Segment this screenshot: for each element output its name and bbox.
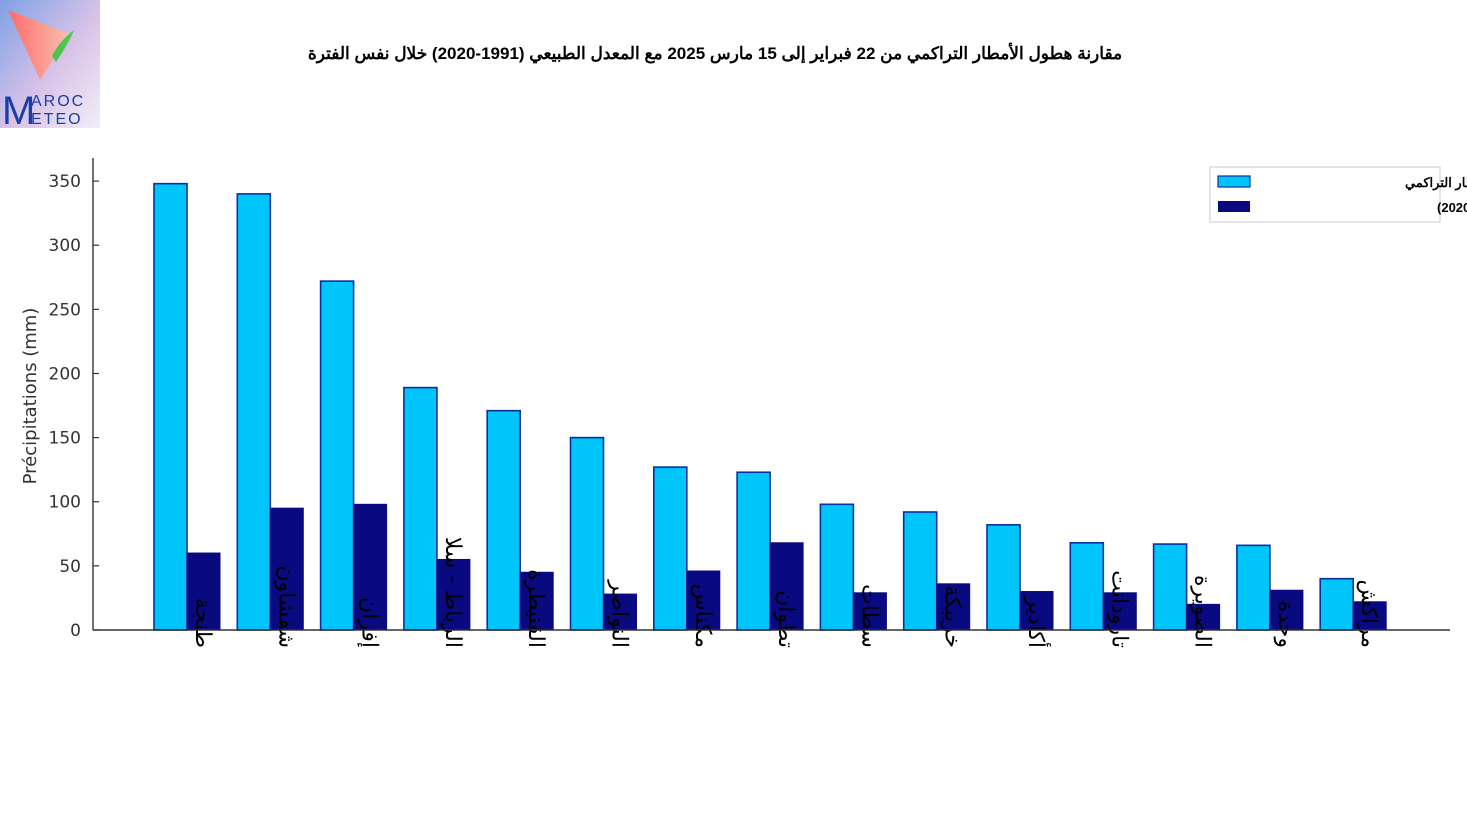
x-category-label: تارودانت — [1106, 570, 1131, 648]
bar-cumulative — [1152, 543, 1188, 631]
x-category-label: إفران — [357, 597, 382, 648]
bar-normal — [1102, 592, 1137, 631]
bar-normal — [1352, 601, 1387, 631]
bar-cumulative — [1319, 577, 1354, 631]
y-tick-label: 200 — [49, 364, 81, 384]
x-category-label: طنجة — [190, 598, 215, 648]
x-category-label: وجدة — [1273, 601, 1298, 648]
legend-label-cumulative: هطول الأمطار التراكمي — [1405, 174, 1467, 191]
bar-normal — [353, 503, 388, 631]
bar-cumulative — [403, 386, 438, 631]
y-tick-label: 350 — [49, 172, 81, 192]
x-category-label: الرباط - سلا — [440, 537, 465, 648]
bar-normal — [603, 593, 637, 631]
bar-cumulative — [1069, 541, 1105, 631]
bar-cumulative — [986, 524, 1021, 631]
bar-cumulative — [236, 193, 272, 631]
x-category-label: سطات — [856, 584, 881, 648]
legend-swatch-normal — [1218, 201, 1250, 212]
bar-cumulative — [569, 436, 605, 631]
legend-swatch-cumulative — [1217, 175, 1251, 188]
y-tick-label: 50 — [59, 557, 81, 577]
y-tick-label: 100 — [49, 493, 81, 513]
y-tick-label: 0 — [70, 621, 81, 641]
bar-cumulative — [736, 471, 771, 631]
bar-normal — [186, 552, 221, 631]
bar-normal — [852, 592, 887, 631]
bar-cumulative — [319, 280, 355, 631]
x-category-label: أكادير — [1023, 596, 1052, 648]
maroc-meteo-logo: M AROC ETEO — [0, 0, 100, 133]
svg-text:AROC: AROC — [31, 93, 85, 110]
svg-text:M: M — [2, 89, 35, 128]
bar-normal — [769, 542, 804, 631]
x-category-label: الصويرة — [1190, 575, 1215, 648]
x-category-label: القنيطرة — [523, 569, 548, 648]
y-tick-label: 300 — [49, 236, 81, 256]
x-category-label: خريبكة — [940, 586, 965, 648]
bar-normal — [686, 570, 721, 631]
x-category-label: شفشاون — [273, 565, 298, 648]
svg-text:ETEO: ETEO — [31, 111, 83, 128]
bar-cumulative — [819, 503, 855, 631]
bar-cumulative — [902, 511, 938, 631]
bar-normal — [1269, 589, 1304, 631]
x-category-label: مكناس — [690, 584, 715, 648]
bar-cumulative — [153, 182, 188, 631]
x-category-label: مراكش — [1356, 579, 1381, 648]
x-category-label: تطوان — [773, 590, 798, 648]
x-category-label: النواصر — [607, 579, 632, 648]
bar-cumulative — [1236, 544, 1271, 631]
y-tick-label: 250 — [49, 300, 81, 320]
chart-title: مقارنة هطول الأمطار التراكمي من 22 فبراي… — [307, 44, 1123, 63]
y-axis-label: Précipitations (mm) — [20, 308, 41, 485]
y-tick-label: 150 — [49, 429, 81, 449]
bar-cumulative — [486, 409, 522, 631]
bar-cumulative — [652, 466, 688, 631]
bar-normal — [436, 558, 471, 631]
legend-label-normal: المعدل الطبيعي (1991-2020) — [1437, 200, 1467, 216]
